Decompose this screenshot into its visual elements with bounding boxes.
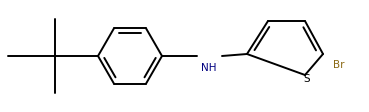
Text: S: S [304, 73, 310, 83]
Text: Br: Br [333, 59, 345, 69]
Text: NH: NH [201, 62, 217, 72]
